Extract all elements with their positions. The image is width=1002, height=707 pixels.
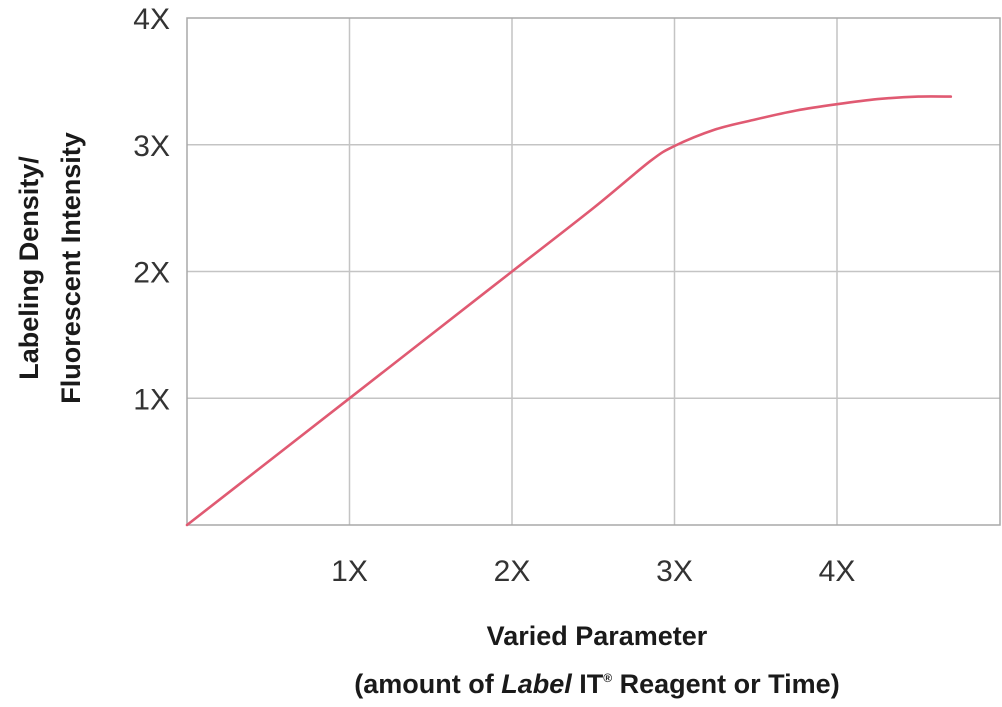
x-tick-label: 1X [331, 555, 368, 588]
x-axis-title-italic: Label [501, 669, 572, 699]
x-tick-label: 4X [819, 555, 856, 588]
x-axis-title-mid: IT [572, 669, 604, 699]
y-tick-label: 3X [133, 130, 170, 163]
y-axis-title-line1: Labeling Density/ [14, 156, 44, 380]
y-tick-label: 2X [133, 257, 170, 290]
plot-frame [186, 17, 1001, 526]
x-axis-title-line1: Varied Parameter [487, 621, 708, 651]
gridlines [187, 18, 1000, 525]
x-axis-title-after: Reagent or Time) [612, 669, 840, 699]
series-line [185, 95, 953, 527]
x-tick-label: 3X [656, 555, 693, 588]
y-axis-title-line2: Fluorescent Intensity [56, 132, 86, 404]
y-tick-label: 4X [133, 3, 170, 36]
registered-mark: ® [603, 671, 612, 685]
x-axis-title-before: (amount of [354, 669, 501, 699]
tick-labels: 1X 2X 3X 4X 1X 2X 3X 4X [133, 3, 855, 588]
series-layer [185, 95, 953, 527]
x-axis-title-line2: (amount of Label IT® Reagent or Time) [354, 669, 839, 699]
x-tick-label: 2X [494, 555, 531, 588]
y-tick-label: 1X [133, 383, 170, 416]
